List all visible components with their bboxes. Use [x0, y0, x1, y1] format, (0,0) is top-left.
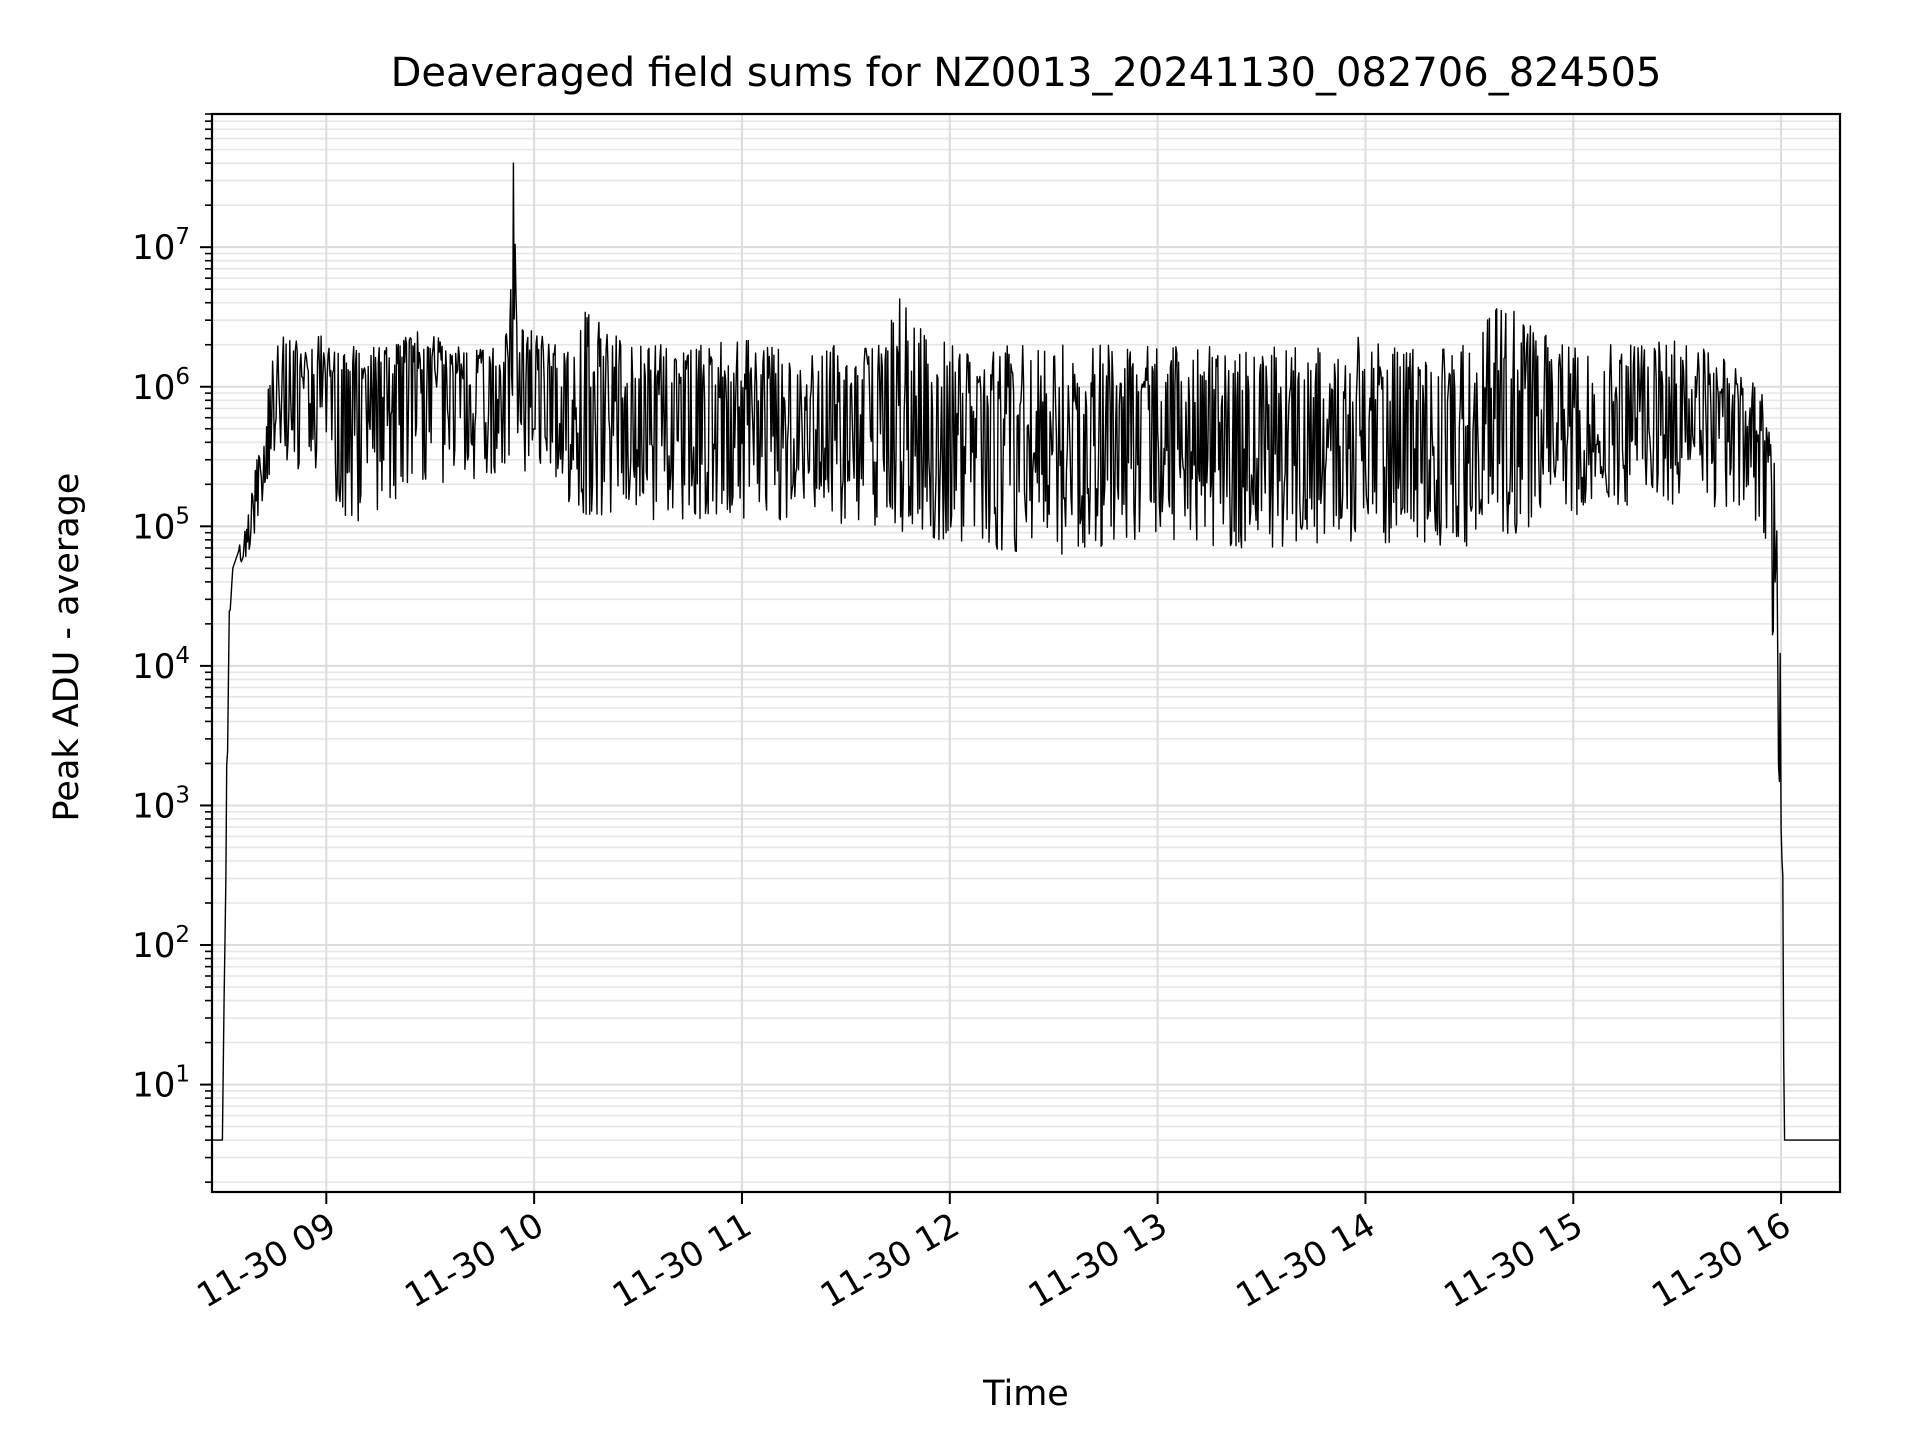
y-tick-label: 102	[132, 922, 190, 966]
x-tick-label: 11-30 16	[1645, 1205, 1797, 1316]
ticks-layer: 101 102 103 104 105 106 107 11-30 09 11-30 10 11-…	[132, 113, 1798, 1316]
x-tick-label: 11-30 14	[1230, 1205, 1382, 1316]
plot-frame	[210, 112, 1842, 1194]
x-tick-label: 11-30 13	[1022, 1205, 1174, 1316]
y-axis-label: Peak ADU - average	[47, 473, 87, 822]
x-tick-label: 11-30 15	[1437, 1205, 1589, 1316]
y-tick-label: 105	[132, 503, 190, 547]
y-tick-label: 101	[132, 1062, 190, 1106]
x-tick-label: 11-30 12	[814, 1205, 966, 1316]
chart-title: Deaveraged field sums for NZ0013_2024113…	[391, 50, 1662, 96]
x-tick-label: 11-30 09	[190, 1205, 342, 1316]
y-tick-label: 104	[132, 643, 190, 687]
x-tick-label: 11-30 10	[398, 1205, 550, 1316]
x-tick-label: 11-30 11	[606, 1205, 758, 1316]
series-line	[212, 162, 1840, 1141]
y-tick-label: 107	[132, 224, 190, 268]
axes-layer	[210, 112, 1842, 1194]
y-tick-label: 103	[132, 782, 190, 826]
x-axis-label: Time	[982, 1374, 1069, 1414]
y-tick-label: 106	[132, 364, 190, 408]
grid-layer	[212, 113, 1840, 1192]
series-layer	[212, 162, 1840, 1141]
